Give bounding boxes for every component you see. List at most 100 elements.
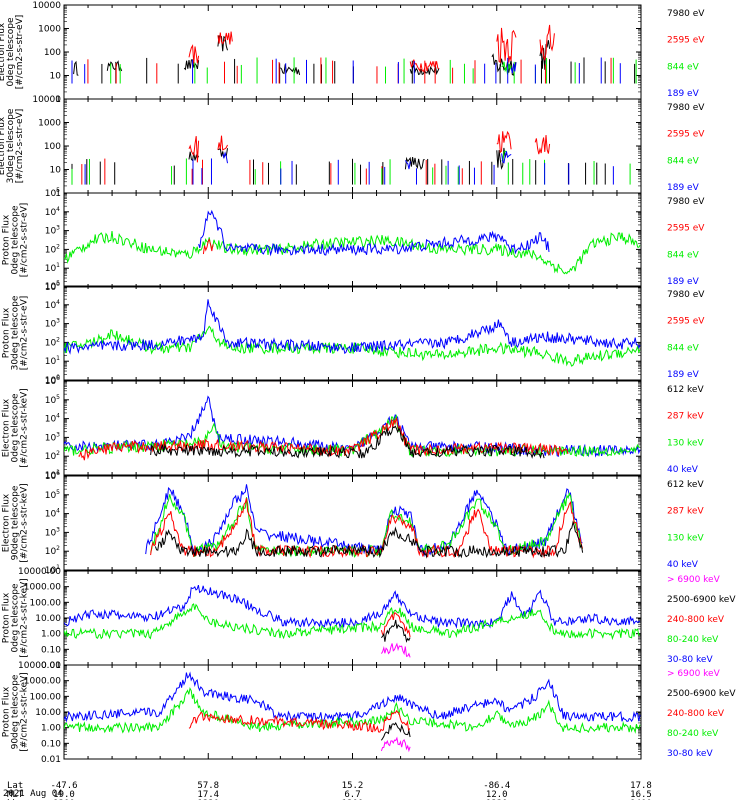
panel-8: 0.01 0.10 1.00 10.00 100.00 1000.00 10000.00ME… (0, 661, 736, 765)
y-tick-label: 105 (45, 280, 60, 292)
series-group (71, 24, 637, 84)
series-line-green (64, 325, 641, 367)
y-tick-label: 1 (55, 95, 61, 105)
series-burst-blue (222, 151, 228, 164)
legend-entry: 189 eV (667, 370, 700, 380)
legend-entry: 7980 eV (667, 9, 705, 19)
y-tick-label: 10.00 (35, 614, 61, 624)
panel-3: 100 101 102 103 104 105 TEDProton Flux0deg tel… (0, 187, 705, 293)
y-tick-label: 1.00 (41, 724, 61, 734)
y-tick-label: 0.01 (41, 661, 61, 671)
series-burst-green (501, 61, 512, 75)
series-line-black (380, 721, 411, 741)
series-burst-red (188, 44, 200, 64)
series-burst-red (217, 31, 233, 45)
legend-entry: 189 eV (667, 183, 700, 193)
y-axis-label: Electron Flux30deg telescope[#/cm2-s-str… (0, 108, 25, 183)
y-tick-label: 105 (45, 394, 60, 406)
footer-lat-value: 57.8 (197, 781, 219, 791)
series-burst-black (496, 147, 507, 170)
y-tick-label: 102 (45, 243, 60, 255)
legend-entry: 844 eV (667, 250, 700, 260)
series-line-red (380, 612, 411, 638)
series-group (145, 484, 584, 559)
y-tick-label: 103 (45, 225, 60, 237)
footer: Lat -47.6 57.8 15.2 -86.4 17.8 MLT 19.0 17.4 6.7 1… (3, 781, 652, 800)
series-line-black (150, 425, 545, 459)
y-tick-label: 104 (45, 206, 60, 218)
series-line-red (78, 417, 569, 461)
series-line-green (64, 686, 641, 734)
series-group (64, 395, 641, 461)
series-burst-red (496, 27, 517, 64)
series-line-magenta (380, 736, 411, 753)
footer-lat-value: 15.2 (342, 781, 364, 791)
legend-entry: 7980 eV (667, 290, 705, 300)
legend-entry: > 6900 keV (667, 669, 721, 679)
footer-mlt-value: 6.7 (344, 790, 360, 800)
y-tick-label: 103 (45, 431, 60, 443)
y-tick-label: 104 (45, 413, 60, 425)
plot-frame (63, 664, 642, 760)
legend-entry: 240-800 keV (667, 709, 725, 719)
legend-entry: 40 keV (667, 465, 699, 475)
footer-lat-value: -47.6 (50, 781, 77, 791)
legend-entry: 287 keV (667, 412, 704, 422)
series-line-magenta (380, 642, 411, 658)
legend-entry: 2595 eV (667, 317, 705, 327)
legend-entry: 30-80 keV (667, 655, 713, 665)
y-tick-label: 101 (45, 469, 60, 481)
legend-entry: 844 eV (667, 156, 700, 166)
series-group (64, 209, 641, 275)
series-burst-black (106, 60, 123, 72)
legend-entry: 287 keV (667, 507, 704, 517)
series-line-black (381, 619, 411, 643)
legend-entry: 612 keV (667, 385, 704, 395)
footer-mlt-value: 12.0 (486, 790, 508, 800)
y-tick-label: 10000 (32, 1, 61, 11)
y-tick-label: 105 (45, 187, 60, 199)
series-line-black (154, 520, 584, 559)
legend-entry: 130 keV (667, 533, 704, 543)
legend-entry: 2595 eV (667, 36, 705, 46)
y-tick-label: 105 (45, 489, 60, 501)
plot-frame (63, 285, 642, 381)
y-tick-label: 102 (45, 336, 60, 348)
legend-entry: 240-800 keV (667, 615, 725, 625)
footer-date: 2021 Aug 04 (3, 789, 63, 799)
legend-entry: 80-240 keV (667, 635, 719, 645)
series-burst-red (539, 24, 555, 62)
y-tick-label: 100 (44, 48, 61, 58)
panel-7: 0.010.101.0010.00100.001000.0010000.00ME… (0, 567, 736, 671)
legend-entry: 844 eV (667, 343, 700, 353)
y-axis-label: Electron Flux0deg telescope[#/cm2-s-str-… (0, 15, 25, 90)
series-burst-red (217, 135, 228, 151)
y-tick-label: 1000.00 (24, 583, 61, 593)
series-line-blue (198, 209, 550, 257)
legend-entry: 2500-6900 keV (667, 689, 736, 699)
series-burst-blue (404, 160, 411, 170)
panel-4: 100 101 102 103 104 105 TEDProton Flux30deg te… (0, 280, 705, 386)
y-tick-label: 101 (45, 262, 60, 274)
series-line-blue (64, 584, 641, 629)
panel-5: 101 102 103 104 105 106 MEPEDElectron Flux0deg… (0, 375, 704, 481)
footer-lat-value: 17.8 (630, 781, 652, 791)
legend-entry: > 6900 keV (667, 575, 721, 585)
y-tick-label: 10.00 (35, 708, 61, 718)
y-tick-label: 106 (45, 375, 60, 387)
series-line-green (64, 231, 641, 275)
footer-lat-label: Lat (7, 781, 23, 791)
series-line-blue (64, 299, 641, 355)
y-tick-label: 0.01 (41, 755, 61, 765)
y-axis-label: MEPEDElectron Flux0deg telescope[#/cm2-s… (0, 388, 30, 467)
series-burst-red (534, 135, 551, 155)
y-tick-label: 1 (55, 189, 61, 199)
panel-1: 1 10 100 1000 10000 Electron Flux0deg telesco… (0, 1, 705, 105)
series-line-red (202, 238, 214, 255)
y-tick-label: 106 (45, 470, 60, 482)
series-line-red (150, 497, 583, 559)
legend-entry: 189 eV (667, 89, 700, 99)
plot-frame (63, 4, 642, 100)
legend-entry: 2595 eV (667, 130, 705, 140)
